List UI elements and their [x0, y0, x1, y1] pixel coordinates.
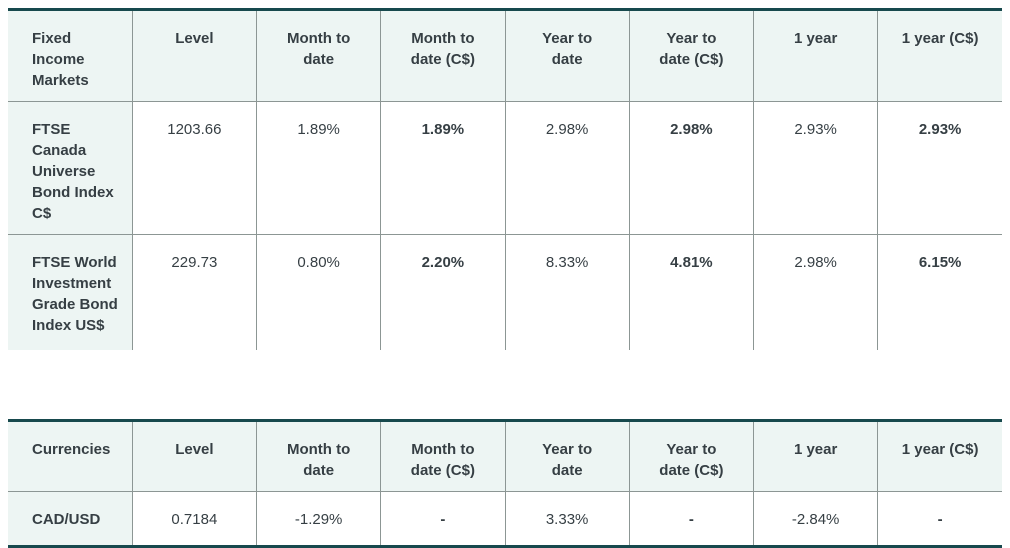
column-header-label: Year to date (C$) — [659, 440, 724, 479]
column-header-month-to-date: Month to date — [255, 420, 381, 491]
column-header-label: Month to date (C$) — [410, 30, 475, 68]
value-cell-ytd-cad: 2.98% — [628, 101, 754, 235]
column-header-level: Level — [131, 9, 257, 102]
column-header-label: Fixed Income Markets — [32, 30, 89, 89]
column-header-month-to-date-cad: Month to date (C$) — [380, 9, 505, 102]
row-label: FTSE Canada Universe Bond Index C$ — [8, 101, 133, 235]
column-header-month-to-date: Month to date — [255, 9, 381, 102]
currencies-table: Currencies Level Month to date Month to … — [8, 418, 1002, 548]
value-cell-1yr-cad: 2.93% — [877, 101, 1002, 235]
table-row-cad-usd: CAD/USD 0.7184 -1.29% - 3.33% - -2.84% - — [8, 491, 1002, 546]
column-header-label: Month to date — [286, 30, 351, 68]
column-header-year-to-date-cad: Year to date (C$) — [628, 420, 754, 491]
column-header-label: Year to date (C$) — [659, 30, 724, 68]
column-header-currencies: Currencies — [8, 420, 133, 491]
value-cell-mtd: 0.80% — [255, 234, 381, 350]
value-cell-level: 1203.66 — [131, 101, 257, 235]
value-cell-mtd-cad: 2.20% — [380, 234, 505, 350]
value-cell-1yr: -2.84% — [752, 491, 878, 546]
value-cell-mtd: -1.29% — [255, 491, 381, 546]
column-header-label: Currencies — [32, 440, 111, 458]
column-header-label: Year to date — [542, 440, 593, 479]
column-header-fixed-income-markets: Fixed Income Markets — [8, 9, 133, 102]
value-cell-mtd-cad: - — [380, 491, 505, 546]
column-header-label: Level — [175, 30, 214, 47]
column-header-label: Month to date — [286, 440, 351, 479]
value-cell-1yr: 2.93% — [752, 101, 878, 235]
column-header-year-to-date: Year to date — [504, 9, 630, 102]
value-cell-ytd: 2.98% — [504, 101, 630, 235]
value-cell-1yr-cad: - — [877, 491, 1002, 546]
column-header-label: 1 year (C$) — [901, 440, 979, 458]
column-header-level: Level — [131, 420, 257, 491]
value-cell-ytd: 3.33% — [504, 491, 630, 546]
column-header-label: Level — [175, 440, 214, 458]
column-header-1-year: 1 year — [752, 9, 878, 102]
column-header-label: 1 year — [793, 30, 838, 47]
column-header-1-year-cad: 1 year (C$) — [877, 9, 1002, 102]
value-cell-ytd: 8.33% — [504, 234, 630, 350]
column-header-month-to-date-cad: Month to date (C$) — [380, 420, 505, 491]
row-label: FTSE World Investment Grade Bond Index U… — [8, 234, 133, 350]
column-header-1-year-cad: 1 year (C$) — [877, 420, 1002, 491]
column-header-year-to-date-cad: Year to date (C$) — [628, 9, 754, 102]
value-cell-1yr-cad: 6.15% — [877, 234, 1002, 350]
value-cell-1yr: 2.98% — [752, 234, 878, 350]
fixed-income-markets-table: Fixed Income Markets Level Month to date… — [8, 8, 1002, 350]
value-cell-mtd-cad: 1.89% — [380, 101, 505, 235]
value-cell-level: 229.73 — [131, 234, 257, 350]
column-header-label: 1 year (C$) — [901, 30, 979, 47]
value-cell-level: 0.7184 — [131, 491, 257, 546]
row-label: CAD/USD — [8, 491, 133, 546]
table-row-ftse-world-investment: FTSE World Investment Grade Bond Index U… — [8, 234, 1002, 350]
value-cell-ytd-cad: - — [628, 491, 754, 546]
value-cell-ytd-cad: 4.81% — [628, 234, 754, 350]
column-header-label: Month to date (C$) — [410, 440, 475, 479]
header-row: Fixed Income Markets Level Month to date… — [8, 9, 1002, 102]
column-header-1-year: 1 year — [752, 420, 878, 491]
column-header-label: 1 year — [793, 440, 838, 458]
value-cell-mtd: 1.89% — [255, 101, 381, 235]
table-row-ftse-canada-universe: FTSE Canada Universe Bond Index C$ 1203.… — [8, 101, 1002, 235]
column-header-label: Year to date — [542, 30, 593, 68]
header-row: Currencies Level Month to date Month to … — [8, 420, 1002, 491]
column-header-year-to-date: Year to date — [504, 420, 630, 491]
